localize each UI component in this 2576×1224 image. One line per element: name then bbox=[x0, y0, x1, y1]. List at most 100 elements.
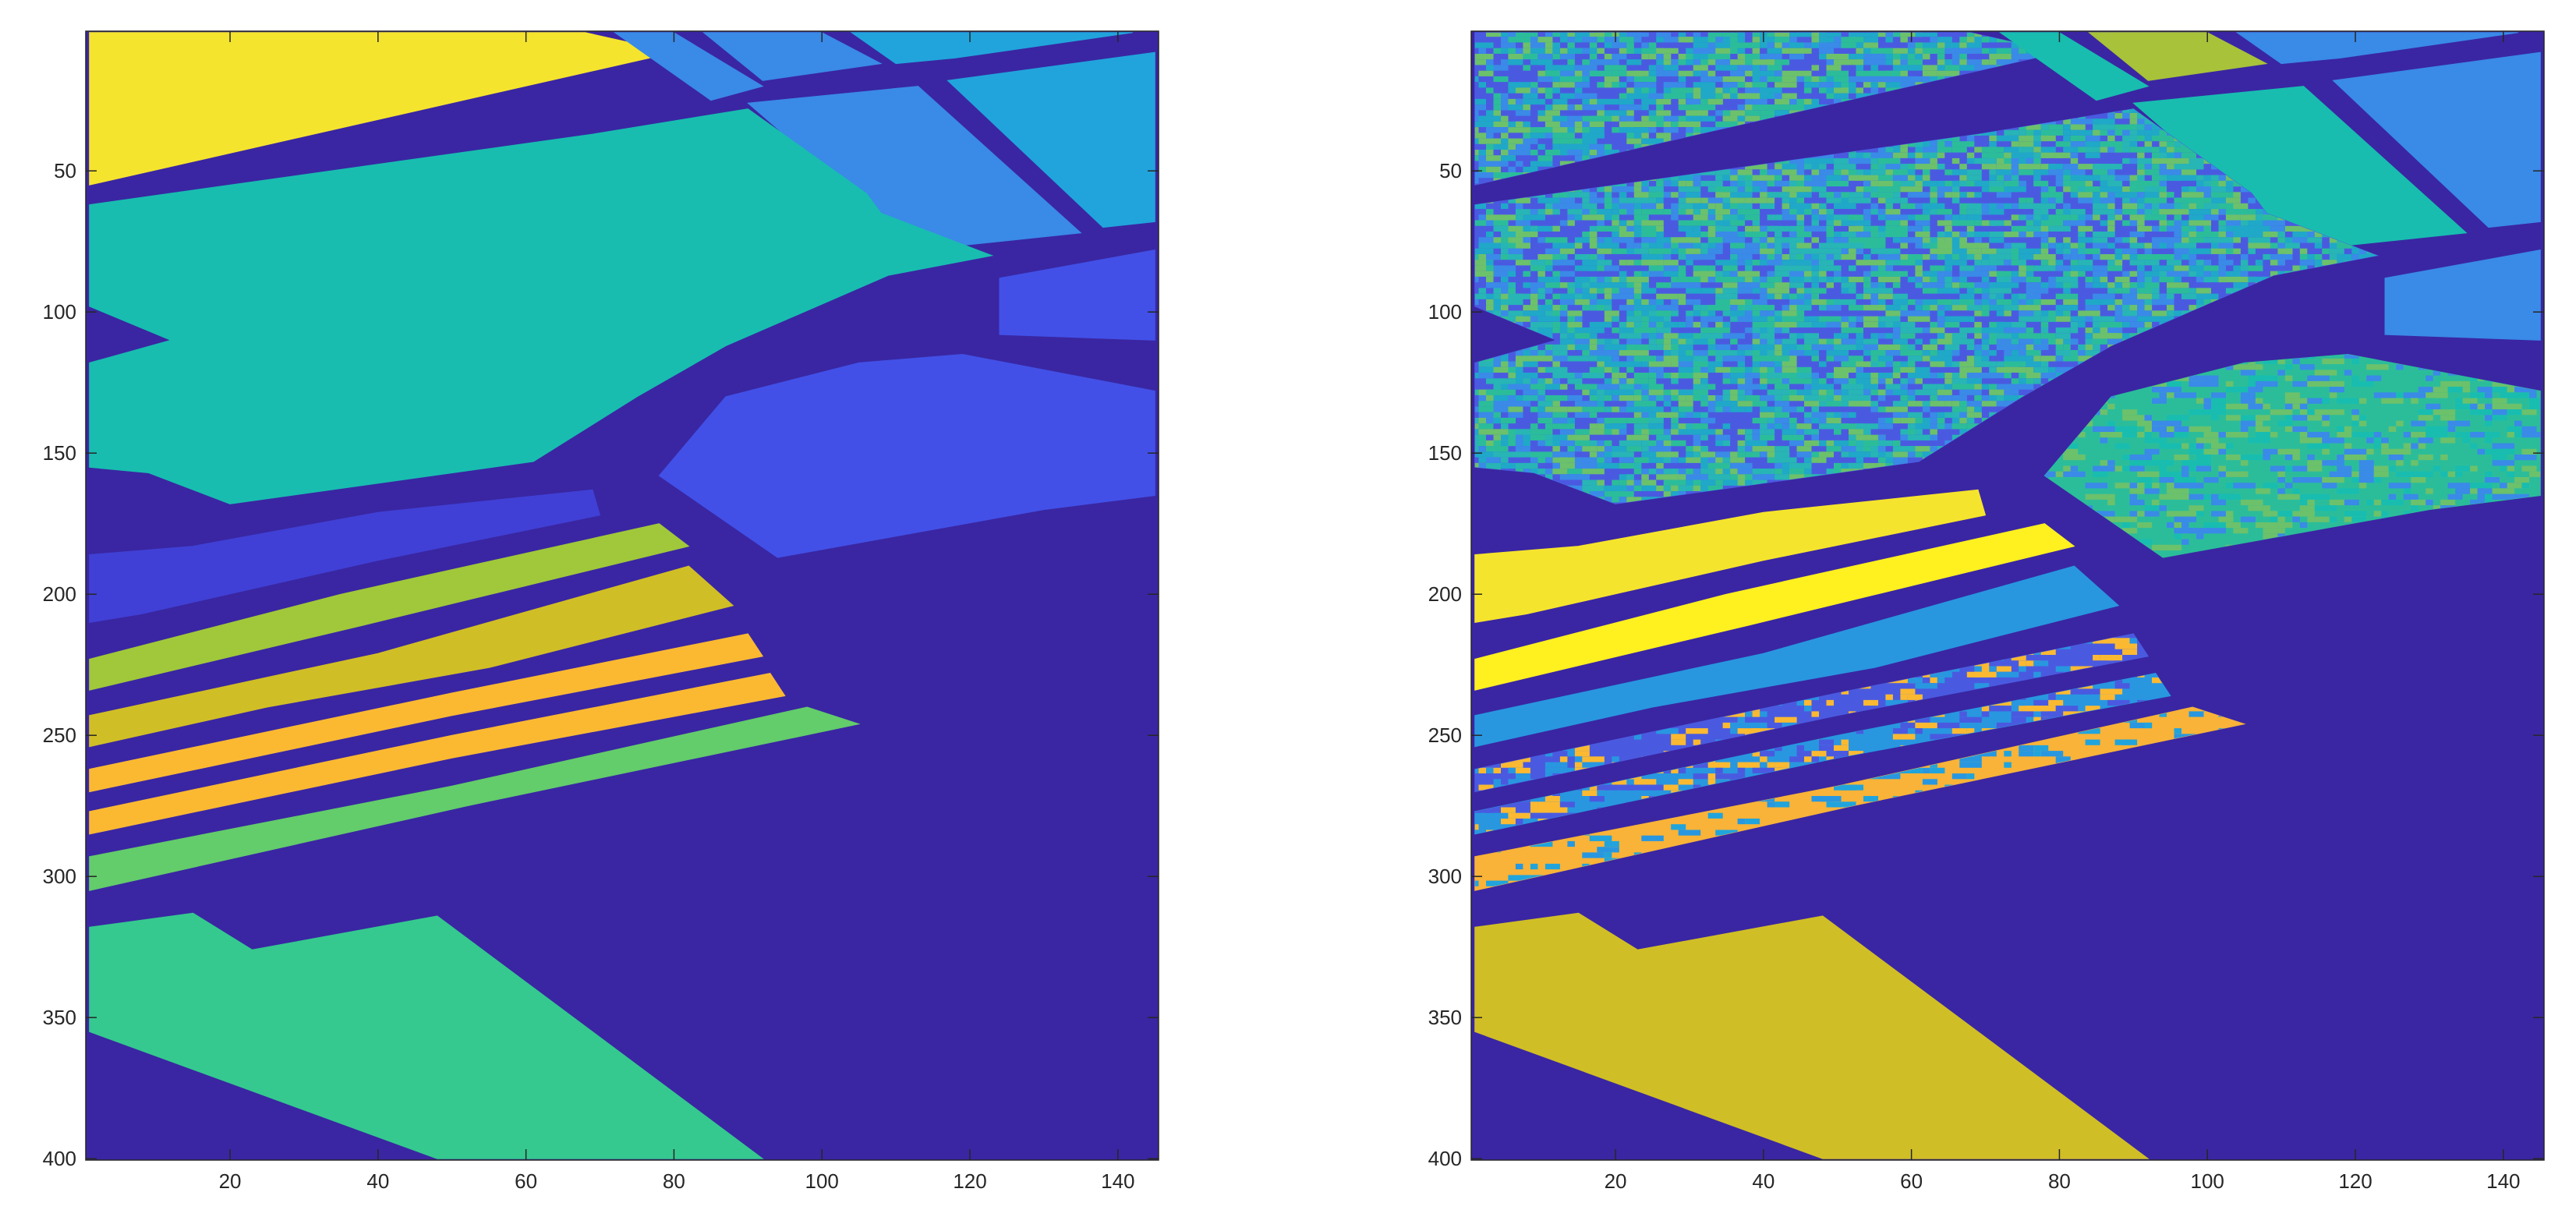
heatmap-pixel bbox=[1789, 282, 1805, 288]
heatmap-pixel bbox=[1722, 282, 1738, 288]
plot-area bbox=[1471, 31, 2544, 1160]
heatmap-pixel bbox=[1567, 54, 1575, 60]
heatmap-pixel bbox=[1885, 203, 1893, 209]
heatmap-pixel bbox=[1648, 361, 1672, 367]
heatmap-pixel bbox=[2144, 203, 2153, 209]
heatmap-pixel bbox=[1804, 316, 1827, 322]
heatmap-pixel bbox=[1877, 175, 1893, 181]
heatmap-pixel bbox=[1686, 180, 1693, 187]
heatmap-pixel bbox=[1863, 54, 1886, 60]
heatmap-pixel bbox=[2152, 316, 2174, 322]
heatmap-pixel bbox=[1656, 232, 1664, 238]
heatmap-pixel bbox=[1826, 214, 1834, 221]
heatmap-pixel bbox=[1841, 361, 1856, 367]
heatmap-pixel bbox=[1730, 242, 1746, 249]
heatmap-pixel bbox=[2292, 265, 2300, 271]
heatmap-pixel bbox=[1951, 282, 1960, 288]
heatmap-pixel bbox=[1937, 271, 1952, 277]
heatmap-pixel bbox=[1775, 82, 1797, 88]
heatmap-pixel bbox=[1545, 121, 1568, 127]
heatmap-pixel bbox=[1863, 237, 1886, 243]
heatmap-pixel bbox=[1856, 293, 1863, 299]
heatmap-pixel bbox=[1530, 87, 1538, 94]
heatmap-pixel bbox=[1597, 115, 1619, 122]
heatmap-pixel bbox=[1537, 271, 1545, 277]
heatmap-pixel bbox=[1989, 305, 2012, 311]
heatmap-pixel bbox=[2026, 293, 2041, 299]
heatmap-pixel bbox=[1775, 180, 1782, 187]
heatmap-pixel bbox=[1604, 293, 1612, 299]
heatmap-pixel bbox=[1582, 389, 1590, 395]
heatmap-pixel bbox=[1559, 82, 1575, 88]
heatmap-pixel bbox=[2070, 180, 2086, 187]
heatmap-pixel bbox=[1597, 395, 1605, 402]
heatmap-pixel bbox=[1707, 209, 1716, 215]
heatmap-pixel bbox=[2040, 338, 2049, 345]
heatmap-pixel bbox=[2070, 141, 2093, 147]
heatmap-pixel bbox=[1915, 157, 1930, 164]
heatmap-pixel bbox=[2181, 310, 2189, 317]
heatmap-pixel bbox=[1834, 305, 1842, 311]
heatmap-pixel bbox=[2337, 260, 2344, 266]
heatmap-pixel bbox=[1737, 115, 1746, 122]
heatmap-pixel bbox=[2144, 248, 2153, 254]
heatmap-pixel bbox=[1937, 395, 1952, 402]
heatmap-pixel bbox=[1707, 242, 1716, 249]
heatmap-pixel bbox=[1700, 76, 1723, 83]
heatmap-pixel bbox=[2033, 356, 2041, 362]
heatmap-pixel bbox=[2078, 356, 2093, 362]
heatmap-pixel bbox=[1523, 310, 1545, 317]
heatmap-pixel bbox=[1574, 93, 1598, 99]
heatmap-pixel bbox=[1530, 133, 1553, 139]
heatmap-pixel bbox=[1693, 203, 1708, 209]
heatmap-pixel bbox=[1834, 98, 1842, 105]
heatmap-pixel bbox=[2078, 129, 2100, 136]
heatmap-pixel bbox=[1678, 104, 1701, 111]
heatmap-pixel bbox=[1508, 293, 1530, 299]
heatmap-pixel bbox=[1826, 70, 1849, 76]
heatmap-pixel bbox=[1819, 37, 1834, 43]
heatmap-pixel bbox=[1656, 133, 1672, 139]
heatmap-pixel bbox=[1604, 143, 1612, 150]
heatmap-pixel bbox=[1834, 344, 1856, 350]
heatmap-pixel bbox=[1863, 401, 1871, 407]
heatmap-pixel bbox=[1530, 42, 1545, 48]
heatmap-pixel bbox=[1537, 412, 1553, 418]
heatmap-pixel bbox=[1959, 164, 1967, 170]
heatmap-pixel bbox=[1648, 271, 1672, 277]
heatmap-pixel bbox=[1804, 401, 1827, 407]
heatmap-pixel bbox=[1523, 150, 1530, 156]
heatmap-pixel bbox=[1523, 237, 1530, 243]
heatmap-pixel bbox=[1804, 338, 1819, 345]
heatmap-pixel bbox=[1996, 271, 2019, 277]
heatmap-pixel bbox=[2152, 299, 2174, 306]
heatmap-pixel bbox=[1877, 180, 1901, 187]
heatmap-pixel bbox=[1597, 389, 1605, 395]
heatmap-pixel bbox=[1870, 299, 1878, 306]
heatmap-pixel bbox=[1974, 321, 1982, 328]
heatmap-pixel bbox=[2055, 242, 2064, 249]
heatmap-pixel bbox=[1474, 54, 1486, 60]
heatmap-pixel bbox=[1619, 115, 1634, 122]
heatmap-pixel bbox=[1693, 254, 1716, 260]
heatmap-pixel bbox=[1537, 98, 1545, 105]
heatmap-pixel bbox=[2085, 344, 2093, 350]
heatmap-pixel bbox=[1589, 232, 1598, 238]
heatmap-pixel bbox=[1966, 344, 1975, 350]
heatmap-pixel bbox=[2019, 197, 2026, 203]
heatmap-pixel bbox=[2270, 254, 2293, 260]
heatmap-pixel bbox=[1907, 59, 1923, 65]
heatmap-pixel bbox=[2129, 242, 2153, 249]
heatmap-pixel bbox=[1567, 42, 1575, 48]
heatmap-pixel bbox=[2033, 203, 2056, 209]
heatmap-pixel bbox=[1885, 232, 1908, 238]
heatmap-pixel bbox=[1552, 356, 1568, 362]
heatmap-pixel bbox=[1737, 361, 1746, 367]
heatmap-pixel bbox=[1474, 133, 1494, 139]
heatmap-pixel bbox=[1648, 110, 1657, 116]
heatmap-pixel bbox=[1530, 150, 1538, 156]
heatmap-pixel bbox=[1782, 361, 1797, 367]
heatmap-pixel bbox=[2159, 242, 2167, 249]
x-tick-label: 120 bbox=[953, 1169, 986, 1193]
heatmap-pixel bbox=[1537, 288, 1545, 294]
